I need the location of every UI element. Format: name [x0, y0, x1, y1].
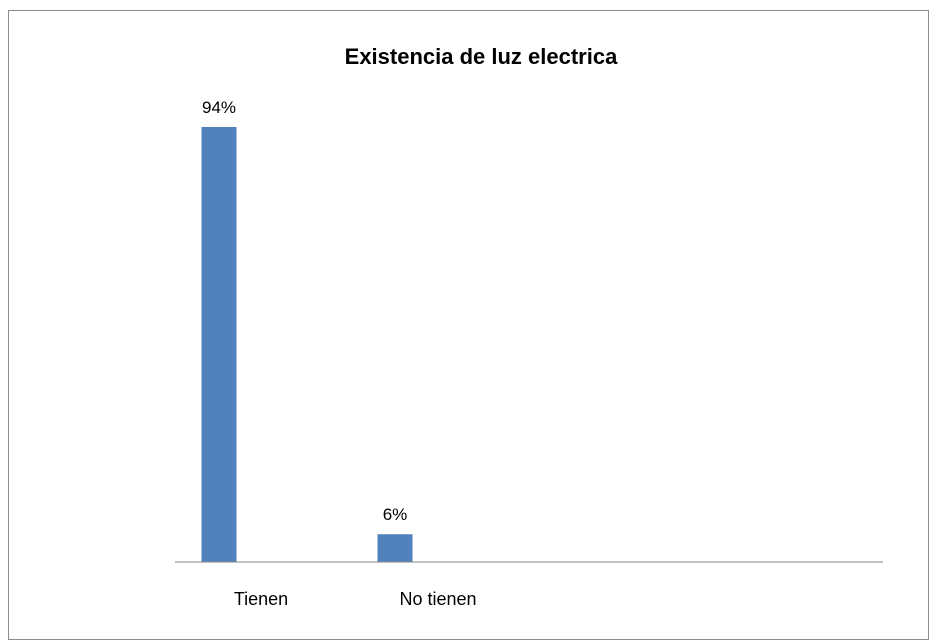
bar-no-tienen — [377, 534, 413, 562]
chart-frame — [8, 10, 929, 640]
chart-title: Existencia de luz electrica — [345, 44, 618, 69]
x-tick-label: No tienen — [399, 589, 476, 609]
x-tick-label: Tienen — [234, 589, 288, 609]
data-label: 94% — [202, 98, 236, 117]
data-label: 6% — [383, 505, 408, 524]
bar-tienen — [201, 127, 237, 562]
bars-layer: 94% Tienen 6% No tienen — [201, 98, 477, 609]
